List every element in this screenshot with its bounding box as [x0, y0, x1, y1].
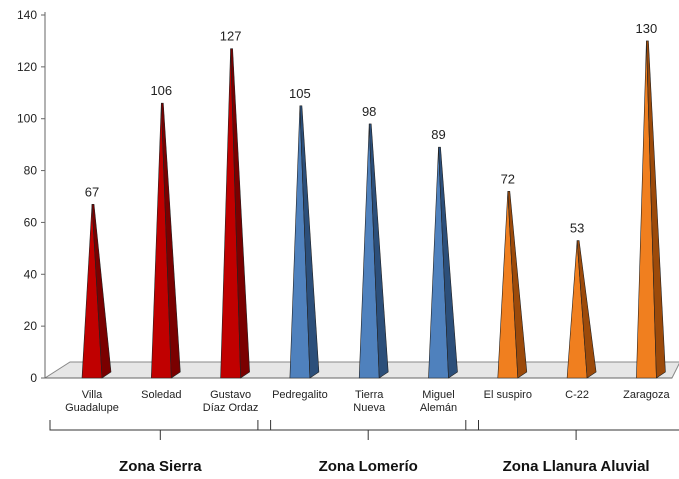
group-bracket [49, 420, 272, 431]
pyramid-right-face [507, 191, 528, 379]
pyramid-right-face [368, 123, 389, 379]
category-label: Tierra Nueva [353, 389, 386, 414]
category-label: Soledad [141, 389, 181, 401]
y-tick-label: 40 [24, 267, 38, 281]
y-tick-label: 0 [30, 371, 37, 385]
value-label: 89 [431, 127, 445, 142]
pyramid-right-face [91, 203, 112, 379]
y-tick-label: 80 [24, 164, 38, 178]
category-label: Villa Guadalupe [65, 389, 119, 414]
pyramid-bar [81, 203, 112, 379]
group-bracket [257, 420, 479, 431]
group-label-lomerio: Zona Lomerío [318, 458, 418, 475]
y-tick-label: 140 [17, 8, 37, 22]
group-brackets [49, 420, 679, 440]
group-label-llanura: Zona Llanura Aluvial [502, 458, 650, 475]
pyramid-bar [566, 240, 597, 379]
pyramid-bar [150, 102, 181, 379]
bars [81, 40, 666, 379]
category-label: Zaragoza [623, 389, 670, 401]
pyramid-bar [358, 123, 389, 379]
pyramid-right-face [299, 105, 320, 379]
y-tick-label: 60 [24, 215, 38, 229]
value-label: 98 [362, 104, 376, 119]
value-label: 127 [220, 29, 242, 44]
value-label: 106 [150, 83, 172, 98]
pyramid-bar [289, 105, 320, 379]
group-label-sierra: Zona Sierra [119, 458, 202, 475]
pyramid-bar [636, 40, 666, 379]
value-label: 105 [289, 86, 311, 101]
pyramid-right-face [438, 146, 458, 379]
category-label: El suspiro [484, 389, 532, 401]
value-labels: 67 106 127 105 98 89 72 53 130 [85, 21, 657, 236]
value-label: 130 [636, 21, 658, 36]
pyramid-right-face [646, 40, 666, 379]
value-label: 53 [570, 221, 584, 236]
category-labels: Villa Guadalupe Soledad Gustavo Díaz Ordaz Pe… [65, 389, 670, 414]
y-tick-label: 120 [17, 60, 37, 74]
category-label: C-22 [565, 389, 589, 401]
group-bracket [465, 420, 679, 431]
pyramid-bar [220, 48, 250, 379]
category-label: Gustavo Díaz Ordaz [203, 389, 259, 414]
category-label: Pedregalito [272, 389, 328, 401]
y-tick-label: 100 [17, 112, 37, 126]
pyramid-right-face [230, 48, 250, 379]
pyramid-right-face [160, 102, 181, 379]
category-label: Miguel Alemán [420, 389, 457, 414]
value-label: 67 [85, 184, 99, 199]
pyramid-bar [497, 191, 528, 379]
y-tick-label: 20 [24, 319, 38, 333]
pyramid-right-face [576, 240, 597, 379]
value-label: 72 [501, 171, 515, 186]
pyramid-bar [428, 146, 458, 379]
